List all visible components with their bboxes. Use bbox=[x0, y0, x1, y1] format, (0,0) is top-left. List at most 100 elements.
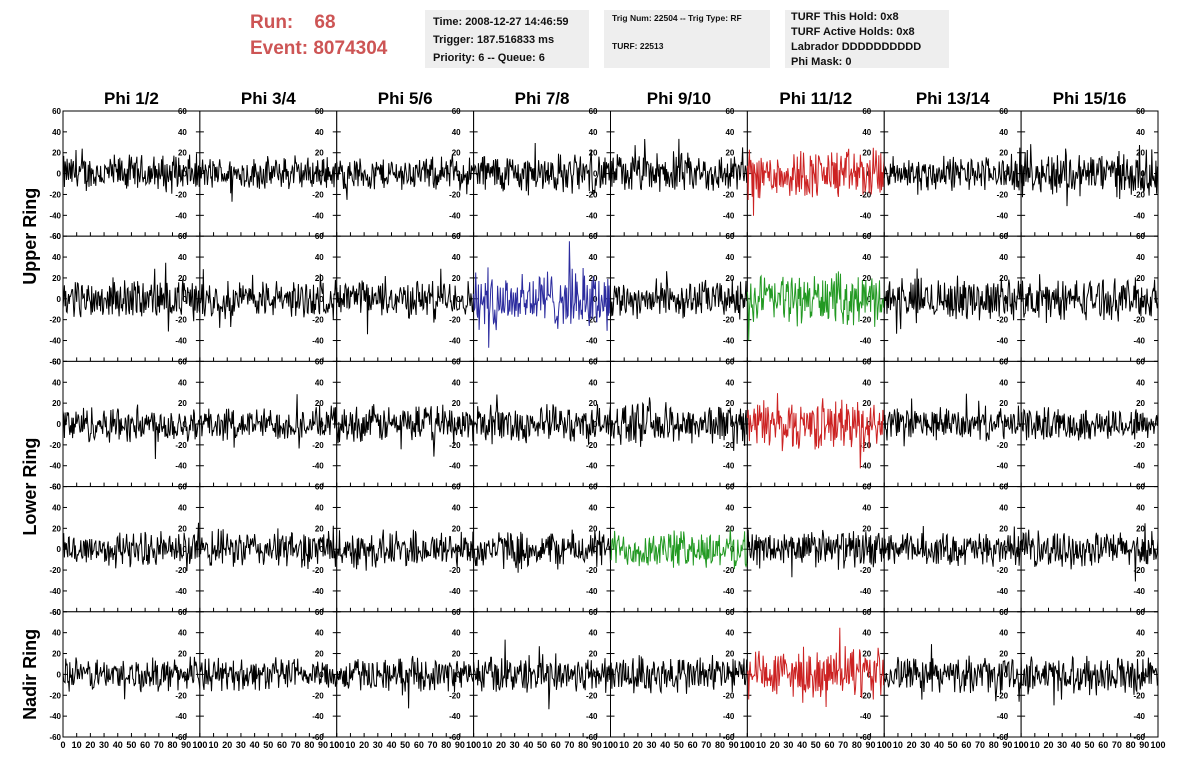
y-tick-label: -20 bbox=[997, 441, 1009, 450]
y-tick-label: -40 bbox=[175, 337, 187, 346]
y-tick-label: 40 bbox=[452, 128, 461, 137]
event-line: Event: 8074304 bbox=[250, 36, 387, 62]
y-tick-label: -20 bbox=[49, 691, 61, 700]
column-label-1: Phi 1/2 bbox=[104, 89, 159, 108]
waveform-trace bbox=[336, 529, 475, 571]
y-tick-label: 20 bbox=[315, 650, 324, 659]
y-tick-label: 60 bbox=[1136, 483, 1145, 492]
waveform-trace bbox=[1020, 144, 1159, 207]
y-tick-label: -20 bbox=[175, 691, 187, 700]
y-tick-label: -40 bbox=[175, 211, 187, 220]
y-tick-label: -40 bbox=[723, 462, 735, 471]
y-tick-label: 20 bbox=[452, 650, 461, 659]
y-tick-label: 20 bbox=[52, 399, 61, 408]
y-tick-label: -20 bbox=[997, 190, 1009, 199]
waveform-trace bbox=[746, 147, 885, 216]
y-tick-label: 40 bbox=[862, 629, 871, 638]
x-tick-label: 50 bbox=[126, 740, 136, 750]
event-value: 8074304 bbox=[313, 38, 388, 59]
y-tick-label: 60 bbox=[178, 357, 187, 366]
y-tick-label: 0 bbox=[57, 170, 62, 179]
x-tick-label: 20 bbox=[633, 740, 643, 750]
x-tick-label: 80 bbox=[1126, 740, 1136, 750]
y-tick-label: 60 bbox=[315, 608, 324, 617]
y-tick-label: 40 bbox=[315, 378, 324, 387]
y-tick-label: 40 bbox=[999, 629, 1008, 638]
y-tick-label: 60 bbox=[589, 107, 598, 116]
waveform-trace bbox=[883, 525, 1022, 567]
y-tick-label: 60 bbox=[315, 357, 324, 366]
x-tick-label: 10 bbox=[72, 740, 82, 750]
column-label-3: Phi 5/6 bbox=[378, 89, 433, 108]
y-tick-label: -20 bbox=[586, 441, 598, 450]
x-tick-label: 40 bbox=[1071, 740, 1081, 750]
y-tick-label: 0 bbox=[593, 545, 598, 554]
waveform-trace bbox=[473, 639, 611, 710]
y-tick-label: -40 bbox=[49, 712, 61, 721]
y-tick-label: -40 bbox=[586, 462, 598, 471]
y-tick-label: 40 bbox=[862, 253, 871, 262]
trigger-text: Trigger: 187.516833 ms bbox=[433, 34, 555, 46]
y-tick-label: -20 bbox=[1133, 566, 1145, 575]
x-tick-label: 0 bbox=[197, 740, 202, 750]
y-tick-label: -20 bbox=[586, 691, 598, 700]
x-tick-label: 0 bbox=[334, 740, 339, 750]
x-tick-label: 50 bbox=[537, 740, 547, 750]
y-tick-label: -20 bbox=[449, 691, 461, 700]
x-tick-label: 50 bbox=[811, 740, 821, 750]
x-tick-label: 100 bbox=[1014, 740, 1029, 750]
x-tick-label: 40 bbox=[797, 740, 807, 750]
y-tick-label: 20 bbox=[725, 399, 734, 408]
y-tick-label: 40 bbox=[178, 629, 187, 638]
x-tick-label: 30 bbox=[920, 740, 930, 750]
x-tick-label: 20 bbox=[496, 740, 506, 750]
y-tick-label: -20 bbox=[723, 441, 735, 450]
phi-mask-text: Phi Mask: 0 bbox=[791, 56, 852, 68]
waveform-trace bbox=[1020, 407, 1159, 441]
y-tick-label: -40 bbox=[997, 712, 1009, 721]
y-tick-label: 60 bbox=[178, 107, 187, 116]
y-tick-label: 60 bbox=[725, 107, 734, 116]
y-tick-label: 40 bbox=[862, 128, 871, 137]
y-tick-label: -20 bbox=[175, 316, 187, 325]
y-tick-label: 60 bbox=[178, 232, 187, 241]
y-tick-label: -40 bbox=[586, 712, 598, 721]
waveform-trace bbox=[473, 142, 611, 196]
column-label-7: Phi 13/14 bbox=[916, 89, 990, 108]
y-tick-label: 20 bbox=[1136, 524, 1145, 533]
y-tick-label: 40 bbox=[999, 503, 1008, 512]
panel-frame bbox=[62, 360, 201, 488]
x-tick-label: 90 bbox=[181, 740, 191, 750]
waveform-trace bbox=[62, 522, 201, 572]
row-label-1: Upper Ring bbox=[20, 188, 40, 285]
column-label-8: Phi 15/16 bbox=[1053, 89, 1127, 108]
x-tick-label: 100 bbox=[192, 740, 207, 750]
time-pane: Time: 2008-12-27 14:46:59 Trigger: 187.5… bbox=[425, 10, 589, 68]
y-tick-label: 20 bbox=[452, 274, 461, 283]
y-tick-label: 40 bbox=[452, 503, 461, 512]
waveform-trace bbox=[1020, 523, 1159, 582]
y-tick-label: -40 bbox=[723, 712, 735, 721]
y-tick-label: 60 bbox=[178, 483, 187, 492]
x-tick-label: 70 bbox=[975, 740, 985, 750]
y-tick-label: 40 bbox=[725, 378, 734, 387]
y-tick-label: 20 bbox=[52, 274, 61, 283]
x-tick-label: 80 bbox=[167, 740, 177, 750]
trig-num-text: Trig Num: 22504 -- Trig Type: RF bbox=[612, 13, 742, 23]
y-tick-label: -20 bbox=[449, 566, 461, 575]
y-tick-label: -40 bbox=[997, 462, 1009, 471]
x-tick-label: 10 bbox=[1030, 740, 1040, 750]
x-tick-label: 40 bbox=[113, 740, 123, 750]
y-tick-label: -20 bbox=[175, 566, 187, 575]
y-tick-label: -40 bbox=[997, 211, 1009, 220]
y-tick-label: 60 bbox=[589, 357, 598, 366]
run-event-box: Run: 68 Event: 8074304 bbox=[250, 10, 387, 62]
y-tick-label: -60 bbox=[586, 733, 598, 742]
y-tick-label: 40 bbox=[178, 253, 187, 262]
x-tick-label: 90 bbox=[729, 740, 739, 750]
y-tick-label: -40 bbox=[49, 462, 61, 471]
x-tick-label: 10 bbox=[756, 740, 766, 750]
y-tick-label: 60 bbox=[999, 232, 1008, 241]
x-tick-label: 50 bbox=[1085, 740, 1095, 750]
y-tick-label: -20 bbox=[586, 316, 598, 325]
